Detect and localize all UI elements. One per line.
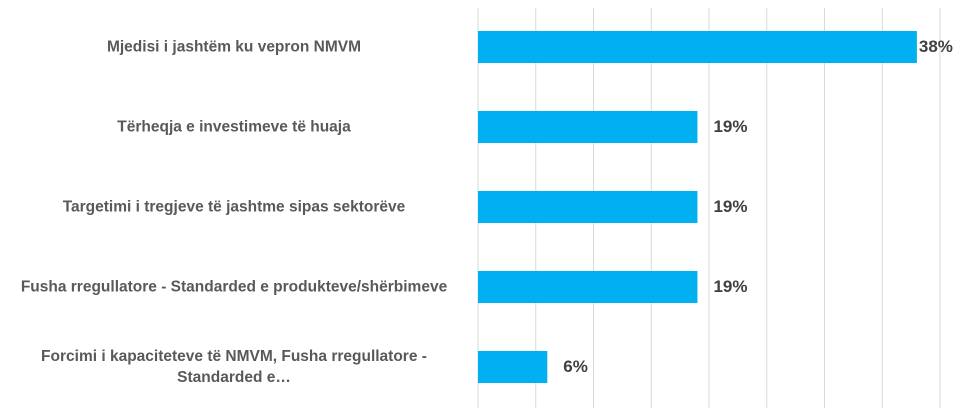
category-label: Forcimi i kapaciteteve të NMVM, Fusha rr… (41, 348, 427, 386)
bar (478, 111, 698, 143)
bar (478, 351, 548, 383)
category-label: Tërheqja e investimeve të huaja (117, 118, 351, 136)
data-label: 19% (713, 117, 748, 136)
data-label: 6% (563, 357, 588, 376)
bar (478, 191, 698, 223)
data-label: 19% (713, 277, 748, 296)
category-label: Targetimi i tregjeve të jashtme sipas se… (62, 198, 406, 216)
category-label: Fusha rregullatore - Standarded e produk… (20, 278, 448, 296)
data-label: 38% (918, 37, 953, 56)
category-label: Mjedisi i jashtëm ku vepron NMVM (106, 38, 362, 56)
bar (478, 271, 698, 303)
data-label: 19% (713, 197, 748, 216)
bar (478, 31, 917, 63)
